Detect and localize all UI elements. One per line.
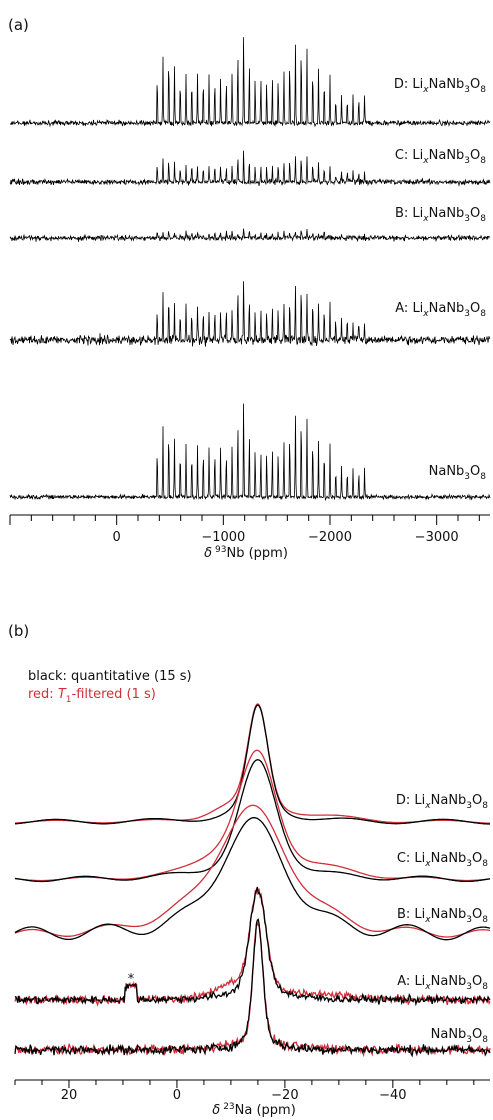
panel-a-tick-label: 0: [113, 530, 121, 545]
panel-a-x-ticks: 0 −1000 −2000 −3000: [9, 515, 480, 545]
impurity-asterisk: *: [128, 972, 135, 987]
na23-trace-5-black: [14, 918, 491, 1058]
panel-a-tick-label: −2000: [308, 530, 352, 545]
nb93-trace-2: [9, 150, 491, 187]
nb93-trace-4: [9, 281, 491, 347]
panel-a-label: (a): [8, 16, 29, 34]
panel-b-spectrum-labels: D: LixNaNb3O8 C: LixNaNb3O8 B: LixNaNb3O8 A…: [396, 793, 488, 1045]
panel-a-tick-label: −3000: [415, 530, 459, 545]
nb93-trace-label-1: D: LixNaNb3O8: [394, 77, 486, 95]
legend-red-entry: red: T1-filtered (1 s): [28, 687, 156, 705]
na23-trace-label-2: C: LixNaNb3O8: [397, 851, 488, 869]
legend-black-entry: black: quantitative (15 s): [28, 669, 192, 684]
panel-b-tick-label: −40: [379, 1088, 406, 1103]
na23-trace-label-3: B: LixNaNb3O8: [397, 907, 488, 925]
nb93-trace-label-3: B: LixNaNb3O8: [395, 206, 486, 224]
na23-trace-4-black: [14, 886, 491, 1007]
panel-b-traces: [14, 703, 491, 1058]
nb93-trace-5: [9, 403, 491, 502]
panel-b: (b) black: quantitative (15 s) red: T1-f…: [8, 622, 491, 1118]
na23-trace-3-black: [14, 817, 491, 941]
panel-b-tick-label: 0: [173, 1088, 181, 1103]
panel-b-tick-label: 20: [61, 1088, 78, 1103]
panel-b-x-ticks: 20 0 −20 −40: [14, 1080, 475, 1103]
panel-b-label: (b): [8, 622, 29, 640]
panel-b-x-axis-label: δ 23Na (ppm): [212, 1102, 296, 1118]
na23-trace-2-black: [14, 759, 491, 883]
nb93-trace-label-4: A: LixNaNb3O8: [395, 301, 486, 319]
panel-b-tick-label: −20: [271, 1088, 298, 1103]
panel-a-spectrum-labels: D: LixNaNb3O8 C: LixNaNb3O8 B: LixNaNb3O8 A…: [394, 77, 486, 482]
panel-a-tick-label: −1000: [201, 530, 245, 545]
panel-a: (a) D: LixNaNb3O8 C: LixNaNb3O8 B: LixNaNb…: [8, 16, 491, 561]
panel-a-traces: [9, 37, 491, 502]
na23-trace-1-black: [14, 704, 491, 825]
nb93-trace-label-2: C: LixNaNb3O8: [395, 148, 486, 166]
nb93-trace-3: [9, 228, 491, 243]
na23-trace-label-4: A: LixNaNb3O8: [397, 974, 488, 992]
nb93-trace-label-5: NaNb3O8: [429, 464, 487, 482]
na23-trace-label-5: NaNb3O8: [431, 1027, 489, 1045]
panel-a-x-axis-label: δ 93Nb (ppm): [204, 545, 288, 561]
na23-trace-label-1: D: LixNaNb3O8: [396, 793, 488, 811]
nb93-trace-1: [9, 37, 491, 128]
